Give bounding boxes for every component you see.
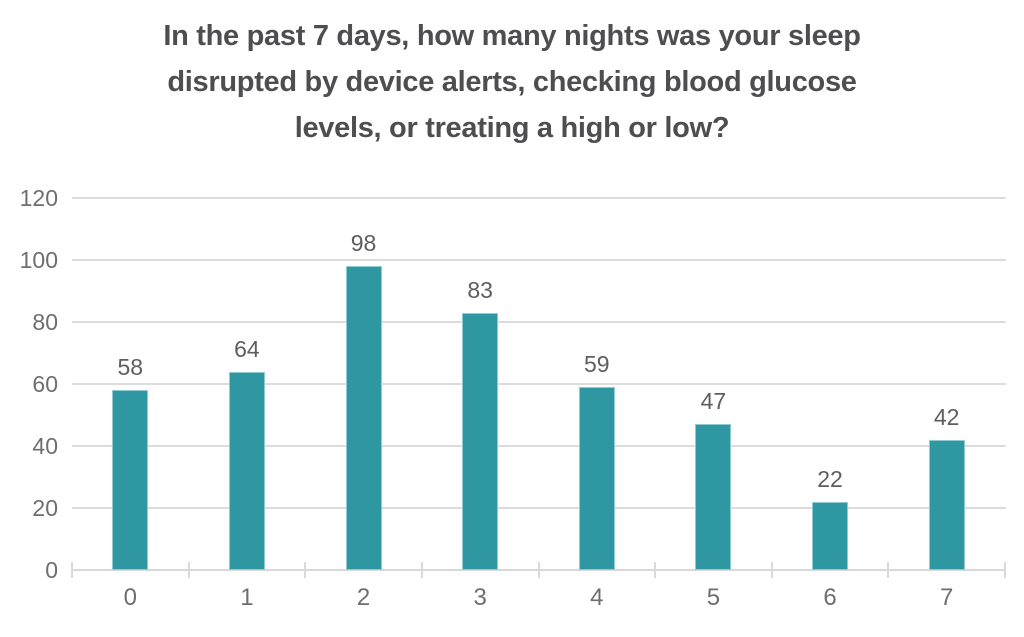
bar-value-label: 59 [584,351,610,378]
bar-value-label: 42 [933,403,960,430]
bar-value-label: 22 [817,465,843,492]
x-axis-tick [654,562,657,578]
bar [112,390,149,570]
bar [228,371,265,570]
x-axis-category-label: 5 [706,584,721,611]
bar [928,439,965,570]
bar [462,312,499,570]
x-axis-category-label: 3 [473,584,487,611]
gridline [72,445,1006,447]
bar [345,266,382,570]
chart-title: In the past 7 days, how many nights was … [52,13,972,151]
bar [695,424,732,570]
x-axis-category-label: 7 [940,584,954,611]
x-axis-category-label: 6 [823,584,837,611]
chart-title-line-2: disrupted by device alerts, checking blo… [167,66,857,98]
gridline [72,259,1006,261]
x-axis-tick [420,562,423,578]
x-axis-tick [1004,562,1006,578]
x-axis-tick [187,562,190,578]
x-axis-tick [887,562,890,578]
y-axis-tick-label: 60 [32,371,58,397]
y-axis-tick-label: 20 [32,495,58,521]
bar-value-label: 58 [117,354,144,381]
bar-value-label: 83 [467,276,493,303]
x-axis-tick [537,562,540,578]
gridline [72,321,1006,323]
bar [812,501,849,570]
bar-value-label: 64 [234,335,260,362]
bar-value-label: 47 [700,388,727,415]
chart-title-line-1: In the past 7 days, how many nights was … [163,20,861,52]
y-axis-tick-label: 100 [19,247,58,273]
x-axis-category-label: 1 [240,584,254,611]
x-axis-category-label: 0 [123,584,137,611]
y-axis-tick-label: 40 [32,433,58,459]
chart-title-line-3: levels, or treating a high or low? [294,112,730,144]
y-axis-tick-label: 120 [19,185,58,211]
bar [578,387,615,570]
gridline [72,507,1006,509]
x-axis-tick [71,562,73,578]
gridline [72,197,1006,199]
x-axis-tick [304,562,307,578]
y-axis-tick-label: 80 [32,309,58,335]
x-axis-category-label: 4 [590,584,604,611]
x-axis-tick [770,562,773,578]
bar-value-label: 98 [350,230,377,257]
gridline [72,383,1006,385]
x-axis-category-label: 2 [356,584,371,611]
y-axis-tick-label: 0 [45,557,58,583]
